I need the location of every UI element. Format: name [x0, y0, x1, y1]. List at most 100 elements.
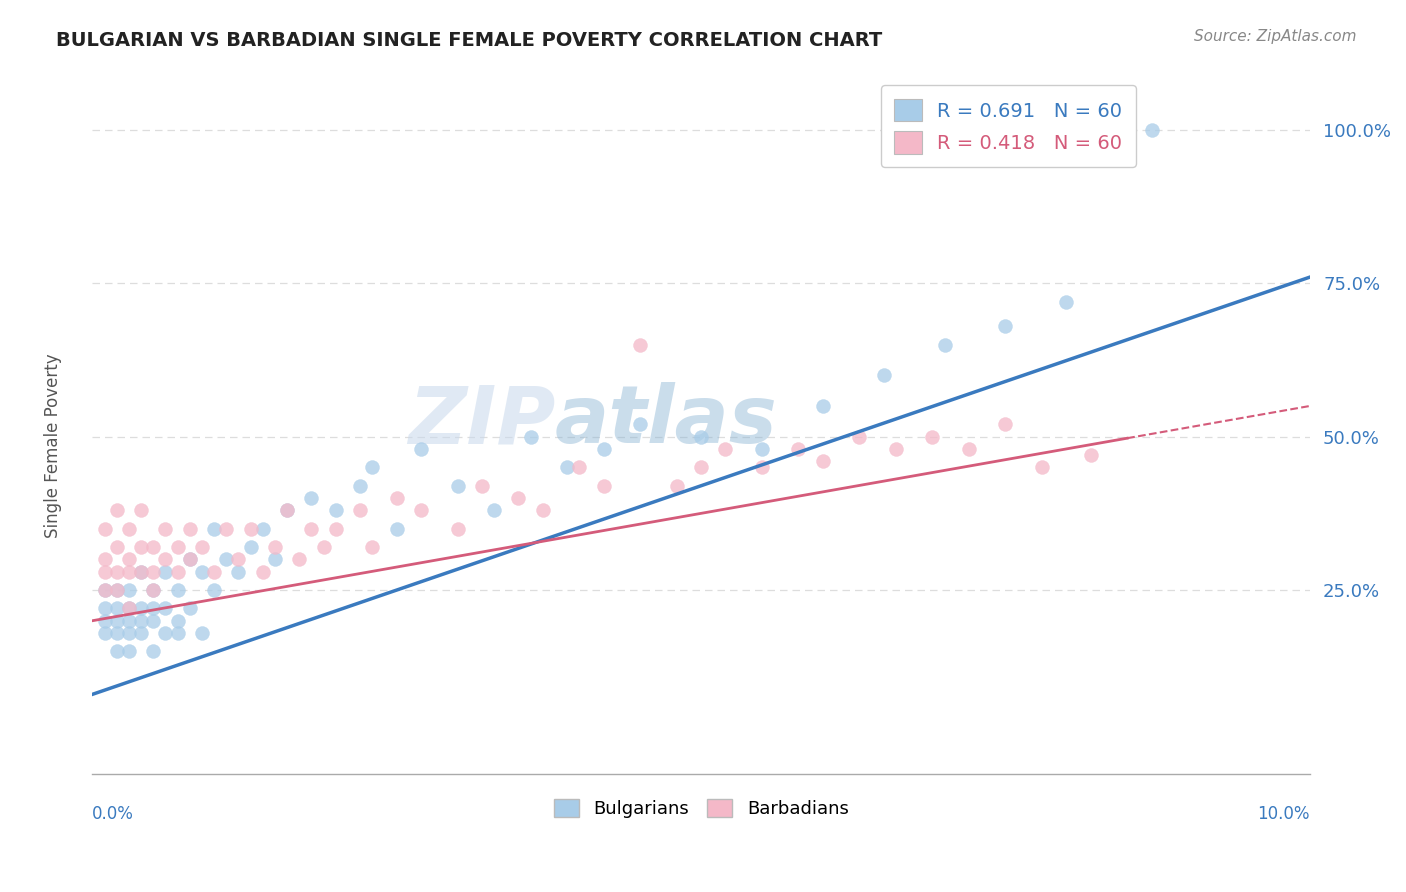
- Point: [142, 565, 165, 579]
- Point: [751, 460, 773, 475]
- Point: [166, 565, 188, 579]
- Point: [264, 552, 287, 566]
- Point: [93, 565, 115, 579]
- Point: [142, 614, 165, 628]
- Point: [264, 540, 287, 554]
- Point: [239, 522, 262, 536]
- Point: [665, 479, 688, 493]
- Point: [179, 552, 201, 566]
- Point: [508, 491, 530, 505]
- Point: [934, 337, 956, 351]
- Point: [166, 540, 188, 554]
- Point: [531, 503, 554, 517]
- Point: [142, 601, 165, 615]
- Point: [848, 430, 870, 444]
- Point: [129, 540, 152, 554]
- Point: [228, 552, 250, 566]
- Point: [129, 614, 152, 628]
- Point: [873, 368, 896, 383]
- Point: [166, 626, 188, 640]
- Point: [93, 614, 115, 628]
- Point: [921, 430, 943, 444]
- Point: [409, 442, 432, 456]
- Point: [751, 442, 773, 456]
- Point: [239, 540, 262, 554]
- Point: [179, 552, 201, 566]
- Point: [690, 430, 713, 444]
- Point: [129, 601, 152, 615]
- Point: [690, 460, 713, 475]
- Point: [471, 479, 494, 493]
- Point: [349, 479, 371, 493]
- Point: [142, 582, 165, 597]
- Point: [312, 540, 335, 554]
- Point: [142, 540, 165, 554]
- Point: [129, 565, 152, 579]
- Point: [1054, 294, 1077, 309]
- Point: [105, 540, 128, 554]
- Point: [191, 626, 214, 640]
- Point: [519, 430, 541, 444]
- Point: [301, 491, 323, 505]
- Point: [105, 601, 128, 615]
- Point: [555, 460, 578, 475]
- Point: [994, 417, 1017, 432]
- Point: [118, 601, 141, 615]
- Point: [118, 582, 141, 597]
- Point: [118, 552, 141, 566]
- Point: [191, 565, 214, 579]
- Point: [202, 582, 225, 597]
- Point: [361, 540, 384, 554]
- Point: [385, 522, 408, 536]
- Point: [118, 565, 141, 579]
- Text: atlas: atlas: [555, 383, 778, 460]
- Point: [93, 582, 115, 597]
- Point: [155, 565, 177, 579]
- Point: [482, 503, 505, 517]
- Point: [568, 460, 591, 475]
- Point: [155, 626, 177, 640]
- Point: [155, 522, 177, 536]
- Point: [787, 442, 810, 456]
- Point: [105, 626, 128, 640]
- Point: [446, 479, 468, 493]
- Point: [592, 479, 614, 493]
- Point: [811, 454, 834, 468]
- Point: [129, 626, 152, 640]
- Point: [1080, 448, 1102, 462]
- Point: [166, 614, 188, 628]
- Point: [93, 552, 115, 566]
- Point: [276, 503, 298, 517]
- Point: [105, 565, 128, 579]
- Text: Source: ZipAtlas.com: Source: ZipAtlas.com: [1194, 29, 1357, 44]
- Point: [118, 644, 141, 658]
- Point: [202, 565, 225, 579]
- Point: [155, 601, 177, 615]
- Point: [446, 522, 468, 536]
- Point: [215, 522, 238, 536]
- Point: [884, 442, 907, 456]
- Point: [957, 442, 980, 456]
- Point: [276, 503, 298, 517]
- Point: [628, 417, 651, 432]
- Point: [409, 503, 432, 517]
- Point: [179, 522, 201, 536]
- Point: [252, 522, 274, 536]
- Point: [105, 582, 128, 597]
- Point: [385, 491, 408, 505]
- Point: [1140, 123, 1163, 137]
- Point: [191, 540, 214, 554]
- Point: [202, 522, 225, 536]
- Point: [105, 503, 128, 517]
- Point: [252, 565, 274, 579]
- Point: [105, 614, 128, 628]
- Point: [118, 601, 141, 615]
- Point: [105, 644, 128, 658]
- Point: [215, 552, 238, 566]
- Text: ZIP: ZIP: [408, 383, 555, 460]
- Point: [118, 522, 141, 536]
- Point: [93, 522, 115, 536]
- Point: [142, 644, 165, 658]
- Point: [325, 522, 347, 536]
- Text: BULGARIAN VS BARBADIAN SINGLE FEMALE POVERTY CORRELATION CHART: BULGARIAN VS BARBADIAN SINGLE FEMALE POV…: [56, 31, 883, 50]
